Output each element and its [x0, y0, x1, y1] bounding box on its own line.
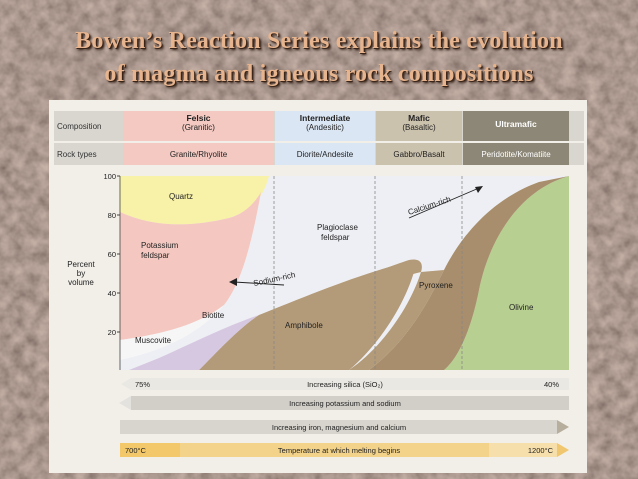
intermediate-rock-cell	[275, 143, 375, 165]
intermediate-header: Intermediate (Andesitic)	[275, 113, 375, 133]
mafic-cell	[376, 111, 462, 141]
muscovite-field	[120, 305, 224, 360]
tick-20: 20	[108, 328, 116, 337]
potassium-text: Increasing potassium and sodium	[289, 399, 401, 408]
intermediate-rock: Diorite/Andesite	[296, 150, 354, 159]
ultramafic-cell	[463, 111, 569, 141]
pyroxene-field	[369, 176, 569, 370]
amphibole-label: Amphibole	[285, 321, 323, 330]
felsic-rock-cell	[123, 143, 274, 165]
mafic-name: Mafic	[408, 113, 430, 123]
silica-left: 75%	[135, 380, 150, 389]
kfeldspar-label-1: Potassium	[141, 241, 179, 250]
ultramafic-name: Ultramafic	[495, 119, 537, 129]
felsic-header: Felsic (Granitic)	[123, 113, 274, 133]
muscovite-label: Muscovite	[135, 336, 172, 345]
mafic-header: Mafic (Basaltic)	[376, 113, 462, 133]
iron-arrow	[557, 420, 569, 434]
y-axis-label-1: Percent	[67, 260, 95, 269]
bowen-diagram-panel: Composition Rock types Felsic (Granitic) …	[49, 100, 587, 473]
tick-60: 60	[108, 250, 116, 259]
ultramafic-rock: Peridotite/Komatiite	[481, 150, 551, 159]
silica-right: 40%	[544, 380, 559, 389]
plagioclase-label-2: feldspar	[321, 233, 350, 242]
potassium-feldspar-field	[120, 176, 269, 225]
biotite-label: Biotite	[202, 311, 225, 320]
felsic-name: Felsic	[186, 113, 211, 123]
temp-right: 1200°C	[528, 446, 554, 455]
ultramafic-rock-cell	[463, 143, 569, 165]
ultramafic-header: Ultramafic	[463, 120, 569, 129]
felsic-sub: (Granitic)	[182, 123, 215, 132]
silica-text: Increasing silica (SiO₂)	[307, 380, 383, 389]
intermediate-cell	[275, 111, 375, 141]
mafic-sub: (Basaltic)	[402, 123, 436, 132]
slide-title-line1: Bowen’s Reaction Series explains the evo…	[75, 28, 563, 54]
plagioclase-label-1: Plagioclase	[317, 223, 358, 232]
mafic-rock: Gabbro/Basalt	[393, 150, 445, 159]
quartz-label: Quartz	[169, 192, 193, 201]
temp-text: Temperature at which melting begins	[278, 446, 400, 455]
pyroxene-label: Pyroxene	[419, 281, 453, 290]
y-axis-label-3: volume	[68, 278, 94, 287]
silica-arrow	[121, 378, 131, 390]
y-axis-label-2: by	[77, 269, 85, 278]
rock-types-label: Rock types	[57, 150, 97, 159]
felsic-cell	[123, 111, 274, 141]
slide-title-line2: of magma and igneous rock compositions	[104, 61, 534, 87]
mafic-rock-cell	[376, 143, 462, 165]
tick-40: 40	[108, 289, 116, 298]
temp-left: 700°C	[125, 446, 147, 455]
composition-label: Composition	[57, 122, 102, 131]
olivine-field	[444, 176, 569, 370]
potassium-arrow	[119, 396, 131, 410]
tick-80: 80	[108, 211, 116, 220]
kfeldspar-label-2: feldspar	[141, 251, 170, 260]
tick-100: 100	[103, 172, 116, 181]
mineral-abundance-plot: 100 80 60 40 20 Percent by volume Quartz…	[67, 172, 569, 457]
biotite-field	[129, 315, 259, 370]
intermediate-sub: (Andesitic)	[306, 123, 344, 132]
temperature-arrow	[557, 443, 569, 457]
felsic-rock: Granite/Rhyolite	[169, 150, 228, 159]
intermediate-name: Intermediate	[299, 113, 351, 123]
olivine-label: Olivine	[509, 303, 534, 312]
iron-text: Increasing iron, magnesium and calcium	[272, 423, 406, 432]
